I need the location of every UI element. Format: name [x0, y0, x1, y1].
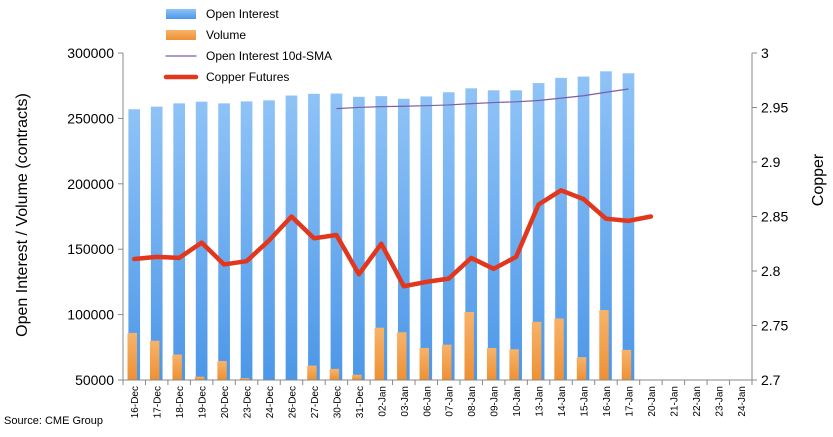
x-tick-label: 24-Jan: [737, 386, 748, 417]
open-interest-bar: [353, 96, 365, 381]
open-interest-bar: [442, 92, 455, 381]
plot-area: [127, 71, 654, 381]
volume-bar: [554, 318, 564, 380]
open-interest-bar: [420, 96, 433, 380]
y2-tick-label: 2.85: [761, 209, 788, 225]
volume-bar: [509, 349, 519, 380]
x-tick-label: 23-Jan: [714, 386, 725, 417]
y-tick-label: 200000: [67, 176, 114, 192]
y2-tick-label: 2.7: [761, 372, 781, 388]
legend-label: Open Interest: [206, 7, 279, 21]
x-tick-label: 18-Dec: [175, 386, 186, 418]
x-tick-label: 15-Jan: [580, 386, 591, 417]
x-tick-label: 13-Jan: [535, 386, 546, 417]
x-tick-label: 23-Dec: [243, 386, 254, 418]
x-tick-label: 22-Jan: [692, 386, 703, 417]
y-tick-label: 150000: [67, 241, 114, 257]
legend: Open Interest Volume Open Interest 10d-SMA…: [163, 7, 332, 84]
open-interest-bar: [465, 88, 478, 380]
x-tick-label: 20-Jan: [647, 386, 658, 417]
y2-tick-label: 2.95: [761, 100, 788, 116]
volume-bar: [576, 357, 587, 380]
x-tick-label: 24-Dec: [265, 386, 276, 418]
legend-swatch: [166, 30, 196, 40]
x-tick-label: 30-Dec: [332, 386, 343, 418]
x-tick-label: 06-Jan: [422, 386, 433, 417]
copper-futures-line: [131, 188, 654, 289]
x-tick-label: 27-Dec: [310, 386, 321, 418]
x-tick-label: 16-Dec: [130, 386, 141, 418]
open-interest-bar: [375, 96, 388, 380]
x-tick-label: 31-Dec: [355, 386, 366, 418]
y-tick-label: 300000: [67, 45, 114, 61]
volume-bar: [397, 332, 407, 380]
volume-bar: [621, 349, 632, 380]
y2-tick-label: 2.8: [761, 263, 781, 279]
volume-bar: [307, 365, 317, 380]
y2-tick-label: 2.75: [761, 318, 788, 334]
x-tick-label: 16-Jan: [602, 386, 613, 417]
volume-bar: [486, 347, 497, 380]
x-tick-label: 07-Jan: [445, 386, 456, 417]
volume-bar: [531, 321, 542, 380]
open-interest-bar: [555, 77, 567, 381]
x-tick-label: 02-Jan: [377, 386, 388, 417]
y-tick-label: 50000: [75, 372, 114, 388]
volume-bar: [352, 374, 362, 380]
x-tick-label: 14-Jan: [557, 386, 568, 417]
open-interest-bar: [173, 103, 186, 380]
y-axis-title: Open Interest / Volume (contracts): [14, 93, 31, 337]
open-interest-bar: [150, 106, 163, 381]
y-tick-label: 250000: [67, 110, 114, 126]
x-tick-label: 20-Dec: [220, 386, 231, 418]
volume-bar: [217, 361, 227, 380]
volume-bar: [149, 340, 160, 380]
axes: 50000 100000 150000 200000 250000 300000 2.7 2.…: [67, 45, 788, 418]
volume-bar: [239, 378, 250, 380]
volume-bar: [599, 310, 609, 380]
legend-label: Copper Futures: [206, 70, 289, 84]
volume-bar: [419, 347, 429, 380]
x-tick-label: 17-Dec: [153, 386, 164, 418]
open-interest-bar: [510, 90, 522, 380]
y2-axis-title: Copper: [810, 153, 827, 206]
volume-bar: [194, 376, 205, 380]
open-interest-bar: [285, 95, 298, 380]
x-tick-label: 10-Jan: [512, 386, 523, 417]
x-tick-label: 21-Jan: [669, 386, 680, 417]
volume-bar: [329, 368, 340, 380]
legend-label: Open Interest 10d-SMA: [206, 49, 332, 63]
x-tick-label: 26-Dec: [287, 386, 298, 418]
volume-bar: [464, 311, 474, 380]
open-interest-bar: [397, 98, 410, 380]
open-interest-bar: [218, 103, 230, 380]
x-tick-label: 19-Dec: [198, 386, 209, 418]
legend-swatch: [166, 9, 196, 19]
open-interest-bar: [622, 73, 635, 381]
open-interest-bar: [532, 83, 545, 381]
legend-label: Volume: [206, 28, 246, 42]
open-interest-bar: [240, 101, 253, 381]
open-interest-bar: [577, 76, 590, 380]
volume-bar: [127, 332, 137, 380]
open-interest-bar: [487, 90, 500, 380]
y2-tick-label: 2.9: [761, 154, 781, 170]
x-tick-label: 17-Jan: [624, 386, 635, 417]
open-interest-bar: [600, 71, 612, 380]
open-interest-bar: [128, 109, 141, 380]
volume-bar: [172, 354, 182, 380]
x-tick-label: 08-Jan: [467, 386, 478, 417]
y-tick-label: 100000: [67, 307, 114, 323]
volume-bar: [442, 344, 452, 380]
open-interest-sma-line: [336, 88, 629, 110]
x-tick-label: 03-Jan: [400, 386, 411, 417]
volume-bar: [374, 327, 385, 380]
x-tick-label: 09-Jan: [490, 386, 501, 417]
source-note: Source: CME Group: [4, 415, 103, 427]
y2-tick-label: 3: [761, 45, 769, 61]
